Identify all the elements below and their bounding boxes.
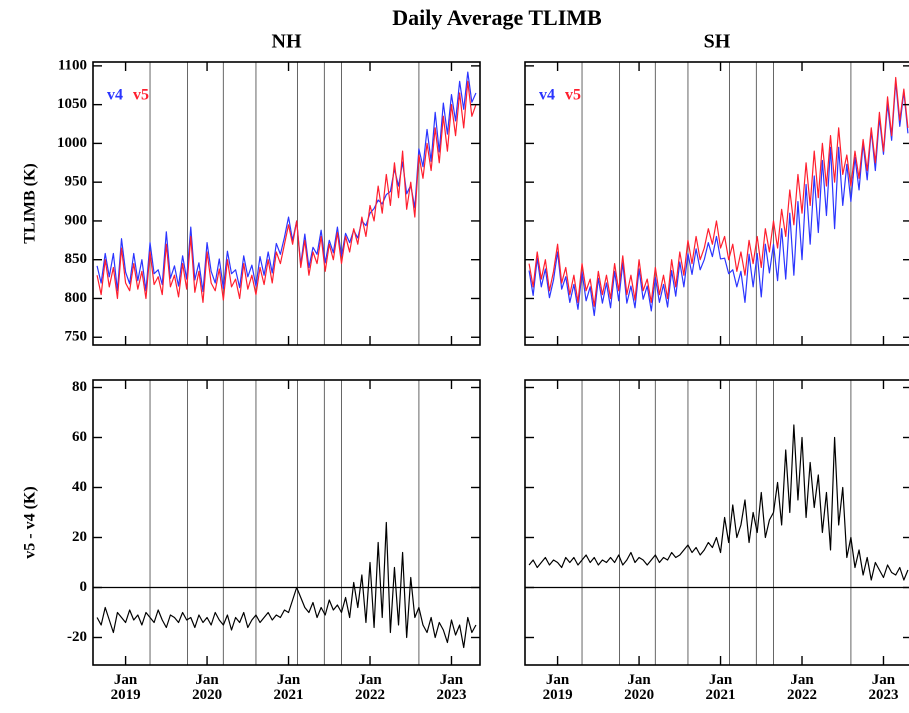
legend-entry: v5	[565, 87, 581, 104]
y-tick-label: 900	[65, 212, 88, 228]
x-tick-label: Jan 2023	[436, 672, 467, 703]
y-tick-label: -20	[67, 629, 87, 645]
data-line	[528, 424, 909, 581]
plot-frame	[524, 379, 909, 666]
legend-entry: v5	[133, 87, 149, 104]
panel-title: NH	[272, 31, 302, 53]
plot-area	[96, 62, 477, 345]
legend-entry: v4	[539, 87, 555, 104]
data-line	[528, 76, 909, 307]
plot-frame	[92, 379, 481, 666]
y-tick-label: 1000	[57, 135, 87, 151]
x-tick-label: Jan 2020	[192, 672, 223, 703]
x-tick-label: Jan 2023	[868, 672, 899, 703]
y-tick-label: 800	[65, 290, 88, 306]
x-tick-label: Jan 2022	[355, 672, 385, 703]
y-tick-label: 850	[65, 251, 88, 267]
plot-area	[93, 380, 480, 665]
plot-frame	[92, 61, 481, 346]
plot-area	[525, 380, 909, 665]
x-tick-label: Jan 2019	[542, 672, 573, 703]
y-tick-label: 20	[72, 529, 87, 545]
figure-title: Daily Average TLIMB	[392, 5, 602, 30]
y-tick-label: 1100	[58, 57, 87, 73]
x-tick-label: Jan 2020	[624, 672, 655, 703]
x-tick-label: Jan 2019	[110, 672, 141, 703]
y-tick-label: 80	[72, 379, 87, 395]
plot-frame	[524, 61, 909, 346]
x-tick-label: Jan 2021	[273, 672, 304, 703]
legend-entry: v4	[107, 87, 123, 104]
panel-title: SH	[704, 31, 731, 53]
data-line	[528, 80, 909, 317]
x-tick-label: Jan 2022	[787, 672, 817, 703]
y-tick-label: 950	[65, 174, 88, 190]
plot-area	[528, 62, 909, 345]
y-tick-label: 0	[80, 579, 88, 595]
x-tick-label: Jan 2021	[705, 672, 736, 703]
y-axis-label: v5 - v4 (K)	[22, 486, 39, 558]
y-tick-label: 60	[72, 429, 87, 445]
y-axis-label: TLIMB (K)	[22, 163, 39, 243]
data-line	[96, 521, 477, 649]
y-tick-label: 40	[72, 479, 87, 495]
y-tick-label: 1050	[57, 96, 87, 112]
data-line	[96, 80, 477, 303]
y-tick-label: 750	[65, 329, 88, 345]
